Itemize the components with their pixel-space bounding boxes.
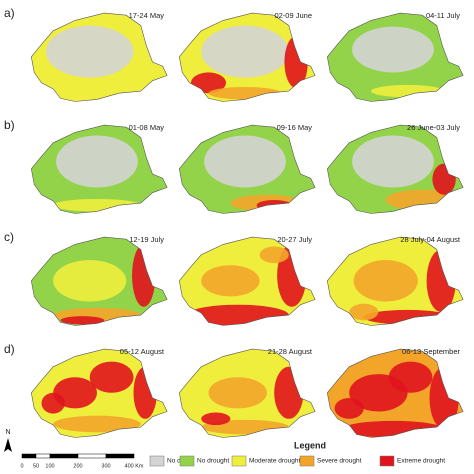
map-zone [353,260,418,302]
map-panel [31,125,168,214]
panel-date: 06-13 September [402,347,460,356]
map-border [178,236,316,326]
map-border [326,348,464,438]
map-border [30,236,168,326]
map-zone [334,398,364,419]
map-zone [89,361,134,393]
legend-swatch [379,455,395,467]
panel-date: 26 June-03 July [407,123,460,132]
row-label: c) [4,230,14,244]
map-zone [259,246,289,264]
map-zone [284,36,308,88]
panel-date: 17-24 May [129,11,165,20]
map-zone [429,366,459,430]
scale-label: 300 [101,463,110,469]
map-zone [256,200,292,211]
map-border [30,348,168,438]
map-zone [274,366,304,419]
panel-date: 12-19 July [129,235,164,244]
map-zone [201,265,260,297]
legend-label: Moderate drought [249,458,301,465]
panel-date: 04-11 July [426,11,460,20]
map-zone [56,135,138,188]
map-zone [352,26,434,73]
panel-date: 09-16 May [277,123,313,132]
north-arrow [4,438,12,452]
map-border [30,124,168,214]
panel-date: 05-12 August [120,347,165,356]
row-label: a) [4,6,15,20]
legend-label: Severe drought [317,458,362,465]
scale-segment [77,453,107,459]
map-zone [201,25,289,78]
legend-label: No data [167,458,190,465]
legend-swatch [149,455,165,467]
map-border [326,236,464,326]
map-zone [53,198,141,212]
panel-date: 28 July-04 August [400,235,461,244]
panel-date: 02-09 June [274,11,312,20]
scale-segment [105,453,135,459]
scale-segment [21,453,37,459]
scale-segment [49,453,79,459]
panel-date: 21-28 August [268,347,313,356]
map-border [326,124,464,214]
map-zone [53,415,141,433]
map-zone [208,377,267,409]
map-zone [352,135,434,188]
scale-label: 100 [45,463,54,469]
scale-label: 50 [33,463,39,469]
map-zone [60,316,105,325]
map-border [178,12,316,102]
legend-label: Extreme drought [397,458,445,465]
scale-label: 0 [20,463,23,469]
north-label: N [5,429,10,436]
map-zone [349,303,379,321]
map-zone [201,412,231,426]
map-zone [208,86,282,100]
map-zone [133,366,157,419]
row-label: d) [4,342,15,356]
scale-segment [35,453,51,459]
legend-swatch [231,455,247,467]
map-zone [432,163,456,195]
map-border [30,12,168,102]
map-border [178,124,316,214]
row-label: b) [4,118,15,132]
map-border [326,12,464,102]
map-zone [204,135,286,188]
map-zone [186,304,289,326]
legend-swatch [179,455,195,467]
map-zone [388,361,433,393]
scale-label: 400 Km [125,463,144,469]
map-zone [341,420,445,438]
map-zone [426,249,456,312]
legend-title: Legend [294,440,326,450]
map-zone [45,25,134,78]
map-zone [53,260,127,302]
map-zone [41,392,65,414]
panel-date: 20-27 July [277,235,312,244]
scale-label: 200 [73,463,82,469]
map-zone [132,244,156,307]
legend-label: No drought [197,458,229,465]
legend-swatch [299,455,315,467]
map-border [178,348,316,438]
panel-date: 01-08 May [129,123,165,132]
